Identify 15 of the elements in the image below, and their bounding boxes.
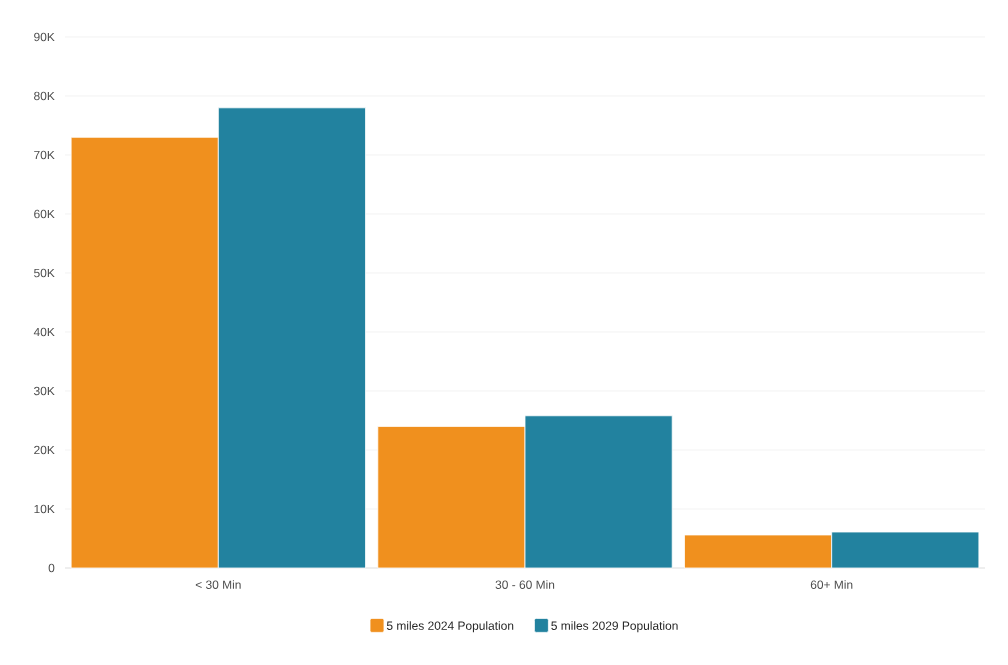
y-tick-label: 20K xyxy=(34,445,55,455)
y-tick-label: 0 xyxy=(48,563,55,573)
legend-label: 5 miles 2029 Population xyxy=(551,621,678,633)
y-tick-label: 60K xyxy=(34,209,55,219)
legend-label: 5 miles 2024 Population xyxy=(386,621,514,633)
y-tick-label: 40K xyxy=(33,327,55,337)
y-tick-label: 10K xyxy=(34,504,55,514)
y-tick-label: 30K xyxy=(34,386,55,396)
y-tick-label: 50K xyxy=(34,268,55,278)
x-tick-label: < 30 Min xyxy=(195,580,241,589)
x-tick-label: 30 - 60 Min xyxy=(495,580,555,589)
y-tick-label: 90K xyxy=(34,32,55,42)
x-tick-label: 60+ Min xyxy=(810,580,853,589)
y-tick-label: 70K xyxy=(34,150,55,160)
y-tick-label: 80K xyxy=(34,91,55,101)
